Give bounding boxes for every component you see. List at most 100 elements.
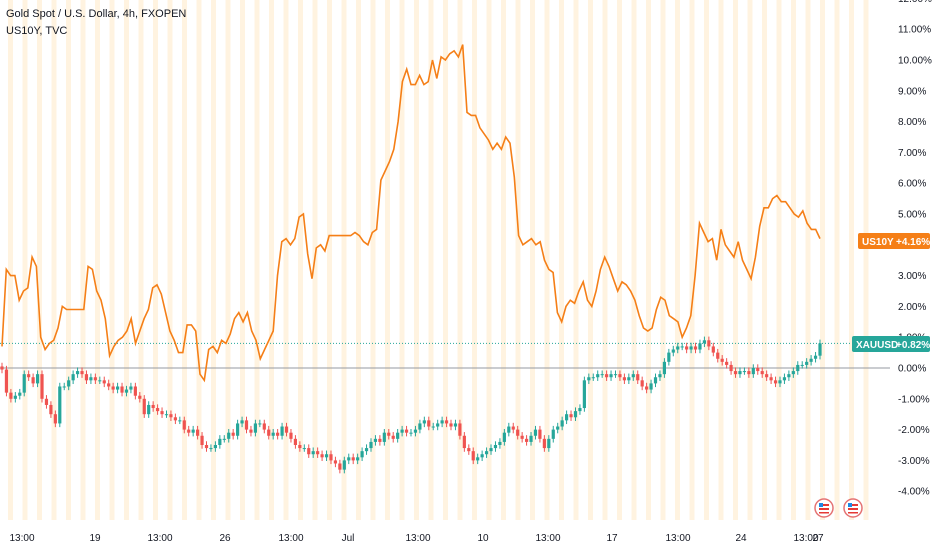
candle [351,453,355,465]
candle [600,370,604,378]
candle [453,419,458,431]
candle [502,428,506,446]
candle [342,456,346,474]
y-tick-label: -2.00% [898,425,930,436]
candle [760,367,764,378]
candle [689,342,693,354]
candle [27,370,31,381]
candle [404,425,409,437]
x-tick-label: 27 [812,533,824,544]
candle [284,422,289,437]
candle [160,407,164,418]
candle [658,370,662,381]
candle [649,379,653,394]
time-axis[interactable]: 13:00 19 13:00 26 13:00 Jul 13:00 10 13:00 17 13:0… [9,533,824,544]
y-tick-label: 10.00% [898,56,932,67]
us-flag-icon[interactable] [814,498,834,518]
candle [529,432,533,446]
session-band [443,0,448,520]
candle [240,416,244,428]
candle [155,404,160,415]
x-tick-label: 10 [477,533,489,544]
candle [378,435,382,446]
x-tick-label: 13:00 [9,533,34,544]
candle [22,370,26,397]
candle [480,450,484,462]
candle [773,376,778,388]
session-band [298,0,303,520]
candle [409,428,413,437]
x-tick-label: 13:00 [405,533,430,544]
candle [267,425,271,440]
candle [520,432,524,443]
candle [231,428,235,440]
candle [431,422,435,431]
x-tick-label: 17 [606,533,618,544]
y-tick-label: 5.00% [898,210,926,221]
session-band [211,0,216,520]
candle [4,365,9,397]
candle [373,435,378,446]
chart-legend: Gold Spot / U.S. Dollar, 4h, FXOPEN US10… [6,6,186,40]
us10y-badge-value: +4.16% [896,237,930,248]
candle [805,358,809,369]
candle [436,419,440,431]
session-band [791,0,796,520]
candle [191,425,195,437]
session-band [414,0,419,520]
candle [729,361,733,375]
session-band [646,0,651,520]
session-band [385,0,390,520]
session-band [138,0,144,520]
candle [511,422,515,434]
candle [400,425,404,437]
us10y-badge[interactable]: US10Y +4.16% [858,233,930,249]
session-band [269,0,274,520]
us-flag-icon-2[interactable] [843,498,863,518]
candle [236,419,240,440]
candle [58,382,62,428]
session-band [544,0,550,520]
candle [40,370,44,403]
candle [787,370,791,381]
candle [418,419,422,434]
session-band [704,0,709,520]
candle [547,435,551,452]
y-tick-label: 2.00% [898,302,926,313]
candle [382,428,386,446]
session-band [631,0,637,520]
candle [516,425,520,440]
candle [800,361,804,369]
candle [560,416,564,431]
us10y-line [1,44,821,383]
candle [102,376,106,388]
session-band [8,0,13,520]
candle [467,444,471,455]
session-band [617,0,622,520]
candle [578,404,582,415]
candle [640,376,644,391]
candle [320,450,324,462]
us10y-badge-symbol: US10Y [862,237,894,248]
legend-compare-series[interactable]: US10Y, TVC [6,25,68,37]
session-band [834,0,840,520]
x-tick-label: 26 [219,533,231,544]
legend-main-series[interactable]: Gold Spot / U.S. Dollar, 4h, FXOPEN [6,8,187,20]
candle [391,432,395,443]
xauusd-badge[interactable]: XAUUSD +0.82% [852,336,930,352]
session-band [515,0,521,520]
y-tick-label: -4.00% [898,487,930,498]
session-band [776,0,782,520]
session-band [327,0,332,520]
candle [538,425,542,443]
y-tick-label: 9.00% [898,86,926,97]
y-tick-label: 8.00% [898,117,926,128]
candle [458,419,462,440]
candle [493,441,498,452]
candle [809,355,813,366]
candle [218,435,222,449]
session-bands [8,0,869,520]
candle [618,370,622,381]
candle [18,388,22,400]
